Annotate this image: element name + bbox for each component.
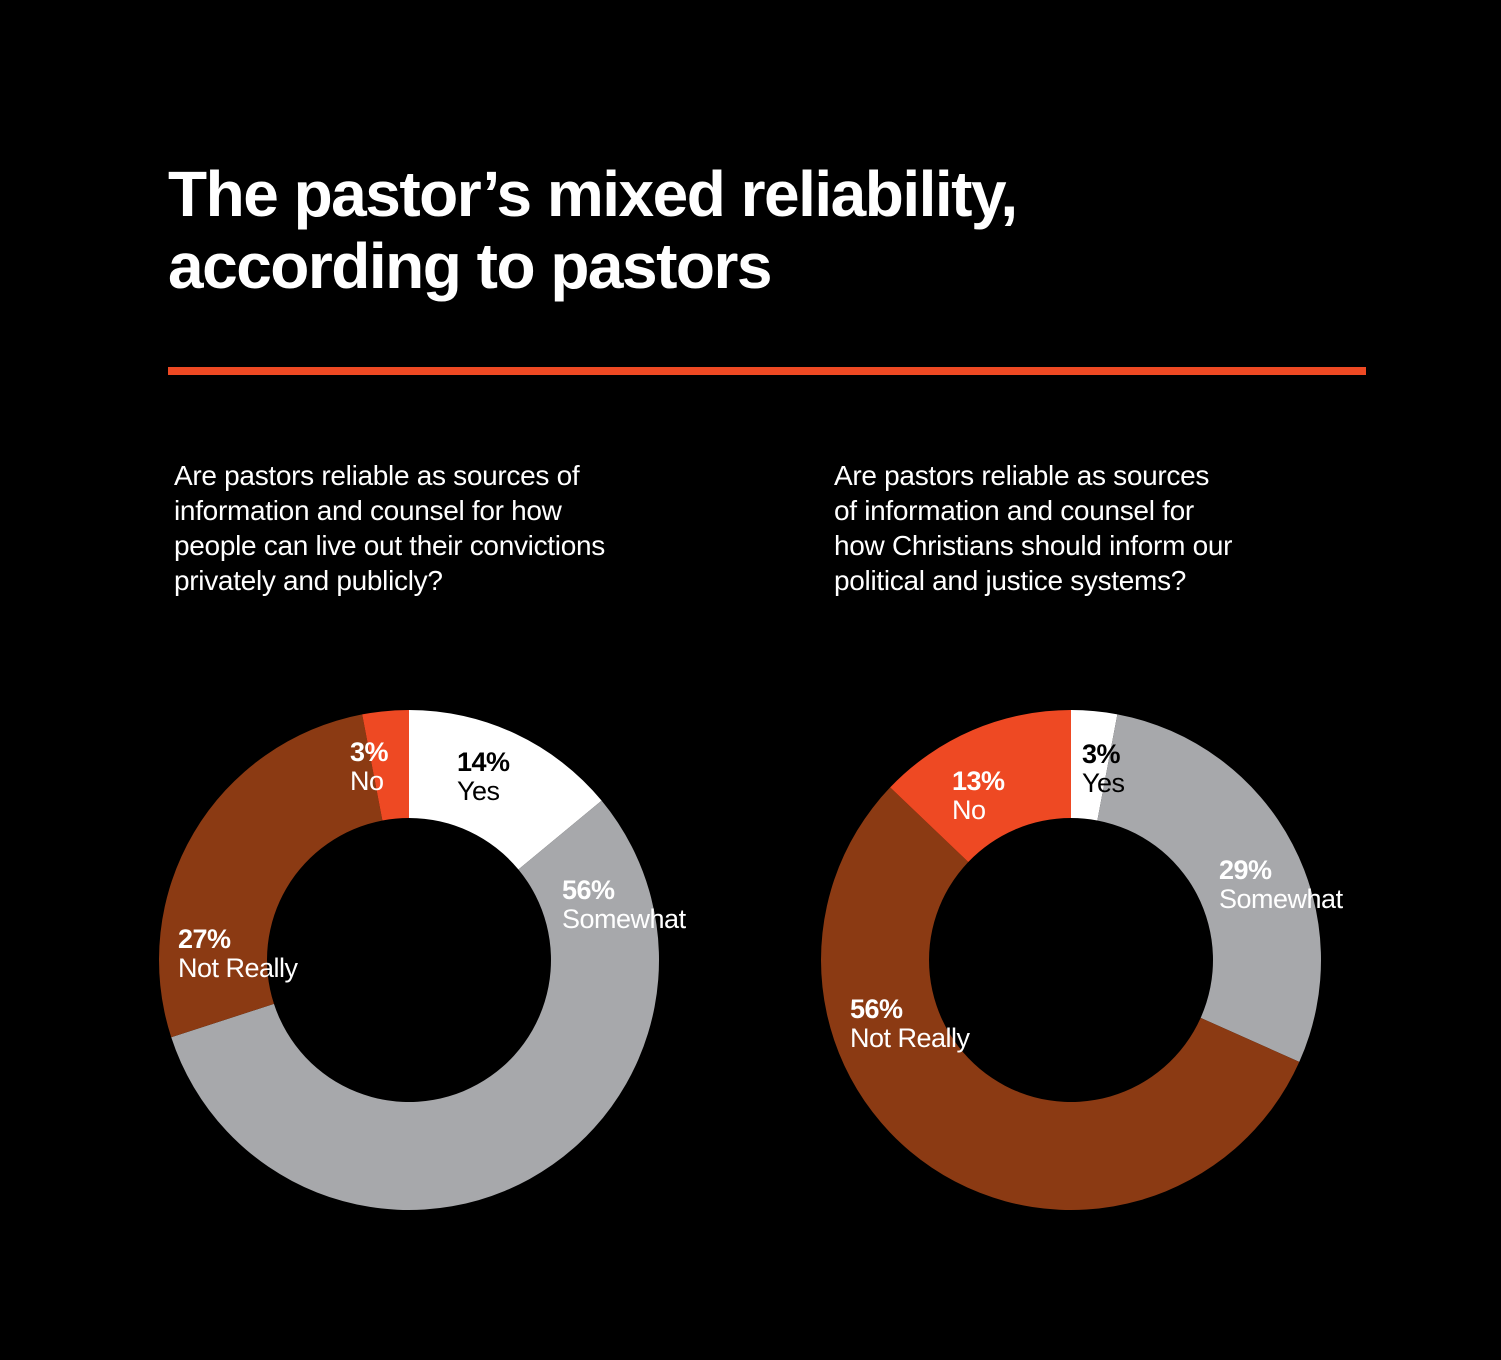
chart-1-question-line-1: Are pastors reliable as sources of xyxy=(174,460,580,491)
chart-2-label-yes: 3% Yes xyxy=(1082,740,1125,798)
chart-1-question: Are pastors reliable as sources of infor… xyxy=(174,458,605,598)
chart-2-somewhat-percent: 29% xyxy=(1219,855,1272,885)
chart-1-question-line-4: privately and publicly? xyxy=(174,565,443,596)
chart-1-somewhat-percent: 56% xyxy=(562,875,615,905)
chart-2-slice-not-really xyxy=(821,787,1300,1210)
chart-1-yes-percent: 14% xyxy=(457,747,510,777)
chart-2-slice-yes xyxy=(1071,710,1118,821)
chart-2-question-line-1: Are pastors reliable as sources xyxy=(834,460,1210,491)
chart-1-slice-somewhat xyxy=(171,800,659,1210)
chart-1-somewhat-category: Somewhat xyxy=(562,904,686,934)
chart-2-label-no: 13% No xyxy=(952,767,1005,825)
chart-2-label-somewhat: 29% Somewhat xyxy=(1219,856,1343,914)
chart-1-label-no: 3% No xyxy=(350,737,389,796)
chart-1-question-line-3: people can live out their convictions xyxy=(174,530,605,561)
chart-2-somewhat-category: Somewhat xyxy=(1219,884,1343,914)
chart-1-yes-category: Yes xyxy=(457,776,500,806)
chart-2-slice-no xyxy=(890,710,1071,862)
chart-1-no-category: No xyxy=(350,766,384,796)
chart-1-donut xyxy=(158,710,659,1210)
chart-2-yes-percent: 3% xyxy=(1082,739,1121,769)
chart-1-label-not-really: 27% Not Really xyxy=(178,925,298,983)
chart-1-not-really-percent: 27% xyxy=(178,924,231,954)
chart-2-yes-category: Yes xyxy=(1082,768,1125,798)
chart-2-no-category: No xyxy=(952,795,986,825)
chart-2-question: Are pastors reliable as sources of infor… xyxy=(834,458,1232,598)
chart-2-not-really-category: Not Really xyxy=(850,1023,970,1053)
page-title-line-2: according to pastors xyxy=(168,230,773,302)
chart-1-slice-not-really xyxy=(158,714,383,1038)
title-divider xyxy=(168,367,1366,375)
chart-1-slice-yes xyxy=(409,710,602,870)
chart-2-not-really-percent: 56% xyxy=(850,994,903,1024)
chart-2-question-line-3: how Christians should inform our xyxy=(834,530,1233,561)
page-title-line-1: The pastor’s mixed reliability, xyxy=(168,158,1018,230)
chart-2-no-percent: 13% xyxy=(952,766,1005,796)
chart-2-slice-somewhat xyxy=(1097,714,1321,1062)
chart-1-slice-no xyxy=(362,710,409,821)
chart-1-question-line-2: information and counsel for how xyxy=(174,495,562,526)
chart-2-question-line-2: of information and counsel for xyxy=(834,495,1194,526)
chart-1-label-yes: 14% Yes xyxy=(457,748,510,806)
chart-2-donut xyxy=(821,710,1321,1210)
page-title: The pastor’s mixed reliability, accordin… xyxy=(168,158,1318,302)
chart-2-question-line-4: political and justice systems? xyxy=(834,565,1187,596)
chart-2-label-not-really: 56% Not Really xyxy=(850,995,970,1053)
chart-1-not-really-category: Not Really xyxy=(178,953,298,983)
chart-1-label-somewhat: 56% Somewhat xyxy=(562,876,686,934)
chart-1-no-percent: 3% xyxy=(350,737,389,767)
